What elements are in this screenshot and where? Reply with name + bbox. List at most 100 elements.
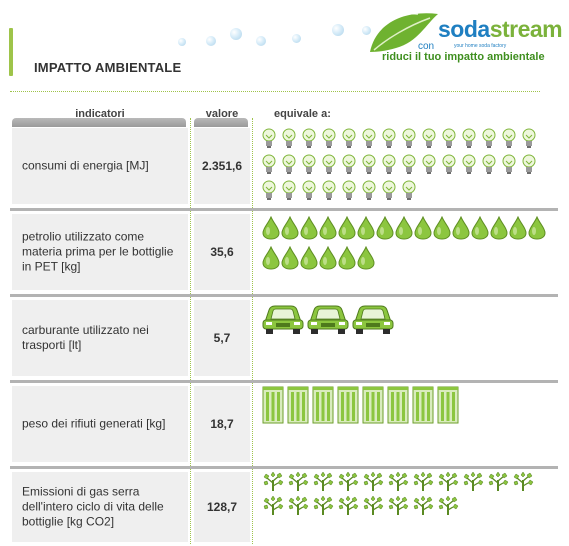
car-icon	[352, 302, 396, 336]
car-icon	[307, 302, 351, 336]
car-icon	[262, 302, 306, 336]
table-row: Emissioni di gas serra dell'intero ciclo…	[10, 466, 558, 546]
lightbulb-icon	[362, 154, 378, 176]
lightbulb-icon	[422, 128, 438, 150]
leaf-icon	[370, 12, 438, 52]
lightbulb-icon	[382, 154, 398, 176]
oil-drop-icon	[281, 245, 299, 272]
oil-drop-icon	[433, 215, 451, 242]
oil-drop-icon	[262, 215, 280, 242]
oil-drop-icon	[414, 215, 432, 242]
lightbulb-icon	[302, 154, 318, 176]
table-row: peso dei rifiuti generati [kg] 18,7	[10, 380, 558, 466]
oil-drop-icon	[376, 215, 394, 242]
header-divider	[10, 91, 540, 92]
equivalent-icons	[262, 215, 558, 276]
tree-icon	[462, 470, 486, 494]
value-cell: 35,6	[194, 214, 250, 290]
oil-drop-icon	[452, 215, 470, 242]
oil-drop-icon	[281, 215, 299, 242]
lightbulb-icon	[282, 180, 298, 202]
logo-tagline: your home soda factory	[454, 43, 507, 49]
column-header-equivalent: equivale a:	[274, 108, 331, 120]
lightbulb-icon	[342, 128, 358, 150]
lightbulb-icon	[322, 180, 338, 202]
lightbulb-icon	[402, 154, 418, 176]
lightbulb-icon	[502, 154, 518, 176]
column-header-value: valore	[205, 108, 239, 120]
column-divider	[190, 118, 191, 544]
tree-icon	[287, 494, 311, 518]
lightbulb-icon	[382, 128, 398, 150]
lightbulb-icon	[322, 154, 338, 176]
lightbulb-icon	[522, 128, 538, 150]
oil-drop-icon	[319, 245, 337, 272]
sodastream-logo: sodastream con your home soda factory	[366, 4, 566, 66]
lightbulb-icon	[522, 154, 538, 176]
oil-drop-icon	[319, 215, 337, 242]
indicator-value: 5,7	[213, 331, 231, 345]
oil-drop-icon	[528, 215, 546, 242]
indicator-label: peso dei rifiuti generati [kg]	[22, 416, 166, 431]
waste-bin-icon	[387, 386, 411, 424]
table-row: consumi di energia [MJ] 2.351,6	[10, 122, 558, 208]
lightbulb-icon	[442, 128, 458, 150]
equivalent-icons	[262, 128, 558, 206]
indicator-cell: Emissioni di gas serra dell'intero ciclo…	[12, 472, 188, 542]
tree-icon	[512, 470, 536, 494]
lightbulb-icon	[322, 128, 338, 150]
indicator-cell: peso dei rifiuti generati [kg]	[12, 386, 188, 462]
column-tab-value	[194, 118, 248, 127]
tree-icon	[262, 494, 286, 518]
tree-icon	[487, 470, 511, 494]
oil-drop-icon	[300, 215, 318, 242]
value-cell: 2.351,6	[194, 128, 250, 204]
indicator-label: carburante utilizzato nei trasporti [lt]	[22, 323, 149, 352]
oil-drop-icon	[338, 215, 356, 242]
lightbulb-icon	[462, 154, 478, 176]
value-cell: 5,7	[194, 300, 250, 376]
oil-drop-icon	[300, 245, 318, 272]
oil-drop-icon	[509, 215, 527, 242]
waste-bin-icon	[262, 386, 286, 424]
tree-icon	[387, 470, 411, 494]
tree-icon	[262, 470, 286, 494]
page-title: IMPATTO AMBIENTALE	[34, 60, 182, 75]
tree-icon	[387, 494, 411, 518]
lightbulb-icon	[402, 128, 418, 150]
indicator-value: 18,7	[210, 417, 234, 431]
lightbulb-icon	[462, 128, 478, 150]
lightbulb-icon	[342, 180, 358, 202]
lightbulb-icon	[302, 180, 318, 202]
lightbulb-icon	[302, 128, 318, 150]
lightbulb-icon	[262, 154, 278, 176]
lightbulb-icon	[282, 154, 298, 176]
tree-icon	[337, 470, 361, 494]
row-separator	[10, 466, 558, 469]
indicator-value: 128,7	[206, 500, 238, 514]
oil-drop-icon	[262, 245, 280, 272]
equivalent-icons	[262, 386, 558, 424]
tree-icon	[362, 494, 386, 518]
tree-icon	[437, 494, 461, 518]
title-accent-bar	[9, 28, 13, 76]
lightbulb-icon	[382, 180, 398, 202]
table-row: petrolio utilizzato come materia prima p…	[10, 208, 558, 294]
tree-icon	[412, 470, 436, 494]
lightbulb-icon	[442, 154, 458, 176]
oil-drop-icon	[357, 245, 375, 272]
tree-icon	[312, 470, 336, 494]
row-separator	[10, 294, 558, 297]
column-tab-indicator	[12, 118, 186, 127]
tree-icon	[337, 494, 361, 518]
value-cell: 18,7	[194, 386, 250, 462]
value-cell: 128,7	[194, 472, 250, 542]
waste-bin-icon	[337, 386, 361, 424]
lightbulb-icon	[402, 180, 418, 202]
lightbulb-icon	[502, 128, 518, 150]
indicator-cell: carburante utilizzato nei trasporti [lt]	[12, 300, 188, 376]
tree-icon	[412, 494, 436, 518]
lightbulb-icon	[282, 128, 298, 150]
indicator-label: petrolio utilizzato come materia prima p…	[22, 229, 174, 274]
logo-con: con	[418, 41, 435, 52]
